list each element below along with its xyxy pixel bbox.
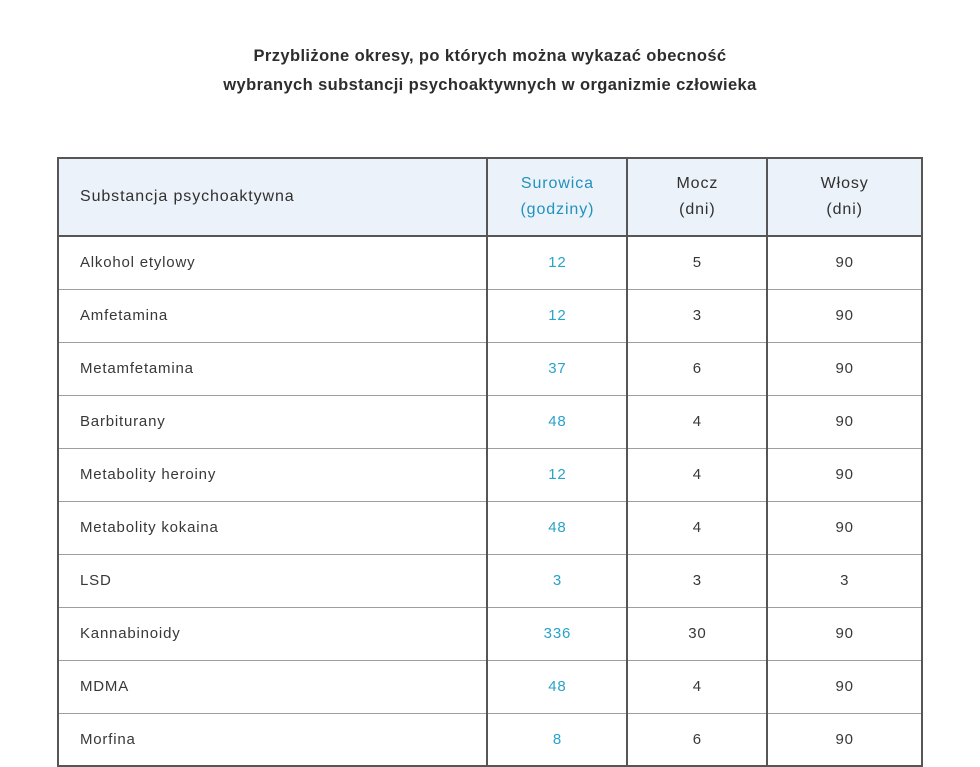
substance-cell: Barbiturany [56, 395, 489, 449]
column-header-substance: Substancja psychoaktywna [56, 157, 489, 237]
serum-cell: 336 [486, 607, 629, 661]
table-row: Metabolity heroiny 12 4 90 [56, 448, 923, 502]
substance-cell: Metabolity kokaina [56, 501, 489, 555]
hair-cell: 90 [766, 448, 923, 502]
substance-cell: Morfina [56, 713, 489, 767]
urine-cell: 4 [626, 660, 769, 714]
serum-cell: 48 [486, 660, 629, 714]
urine-cell: 4 [626, 395, 769, 449]
table-row: Alkohol etylowy 12 5 90 [56, 236, 923, 290]
substance-cell: Metamfetamina [56, 342, 489, 396]
infographic-page: Przybliżone okresy, po których można wyk… [0, 42, 980, 767]
table-row: MDMA 48 4 90 [56, 660, 923, 714]
hair-cell: 90 [766, 395, 923, 449]
page-title-line1: Przybliżone okresy, po których można wyk… [253, 47, 727, 65]
urine-cell: 5 [626, 236, 769, 290]
table-row: Morfina 8 6 90 [56, 713, 923, 767]
substances-table: Substancja psychoaktywna Surowica (godzi… [56, 157, 923, 767]
substance-cell: MDMA [56, 660, 489, 714]
serum-cell: 37 [486, 342, 629, 396]
urine-cell: 4 [626, 501, 769, 555]
substance-cell: Kannabinoidy [56, 607, 489, 661]
table-row: Metabolity kokaina 48 4 90 [56, 501, 923, 555]
substance-cell: Alkohol etylowy [56, 236, 489, 290]
serum-cell: 8 [486, 713, 629, 767]
serum-cell: 12 [486, 236, 629, 290]
column-header-urine-line2: (dni) [679, 201, 716, 218]
hair-cell: 90 [766, 236, 923, 290]
header-row: Substancja psychoaktywna Surowica (godzi… [56, 157, 923, 237]
table-row: Amfetamina 12 3 90 [56, 289, 923, 343]
substance-cell: LSD [56, 554, 489, 608]
substance-cell: Metabolity heroiny [56, 448, 489, 502]
serum-cell: 48 [486, 395, 629, 449]
column-header-serum-line2: (godziny) [520, 201, 595, 218]
column-header-substance-label: Substancja psychoaktywna [80, 188, 295, 205]
page-title-line2: wybranych substancji psychoaktywnych w o… [223, 76, 757, 94]
urine-cell: 30 [626, 607, 769, 661]
serum-cell: 48 [486, 501, 629, 555]
column-header-serum: Surowica (godziny) [486, 157, 629, 237]
hair-cell: 90 [766, 607, 923, 661]
urine-cell: 3 [626, 554, 769, 608]
page-title: Przybliżone okresy, po których można wyk… [0, 42, 980, 100]
column-header-urine-line1: Mocz [676, 175, 719, 192]
urine-cell: 4 [626, 448, 769, 502]
serum-cell: 3 [486, 554, 629, 608]
hair-cell: 90 [766, 660, 923, 714]
table-row: Kannabinoidy 336 30 90 [56, 607, 923, 661]
table-row: Barbiturany 48 4 90 [56, 395, 923, 449]
column-header-serum-line1: Surowica [520, 175, 594, 192]
table-row: Metamfetamina 37 6 90 [56, 342, 923, 396]
hair-cell: 90 [766, 289, 923, 343]
column-header-urine: Mocz (dni) [626, 157, 769, 237]
table-body: Alkohol etylowy 12 5 90 Amfetamina 12 3 … [56, 236, 923, 767]
column-header-hair-line2: (dni) [826, 201, 863, 218]
hair-cell: 90 [766, 713, 923, 767]
urine-cell: 6 [626, 713, 769, 767]
hair-cell: 90 [766, 342, 923, 396]
hair-cell: 90 [766, 501, 923, 555]
urine-cell: 6 [626, 342, 769, 396]
column-header-hair-line1: Włosy [820, 175, 869, 192]
serum-cell: 12 [486, 289, 629, 343]
urine-cell: 3 [626, 289, 769, 343]
substance-cell: Amfetamina [56, 289, 489, 343]
table-row: LSD 3 3 3 [56, 554, 923, 608]
serum-cell: 12 [486, 448, 629, 502]
hair-cell: 3 [766, 554, 923, 608]
column-header-hair: Włosy (dni) [766, 157, 923, 237]
table-header: Substancja psychoaktywna Surowica (godzi… [56, 157, 923, 237]
